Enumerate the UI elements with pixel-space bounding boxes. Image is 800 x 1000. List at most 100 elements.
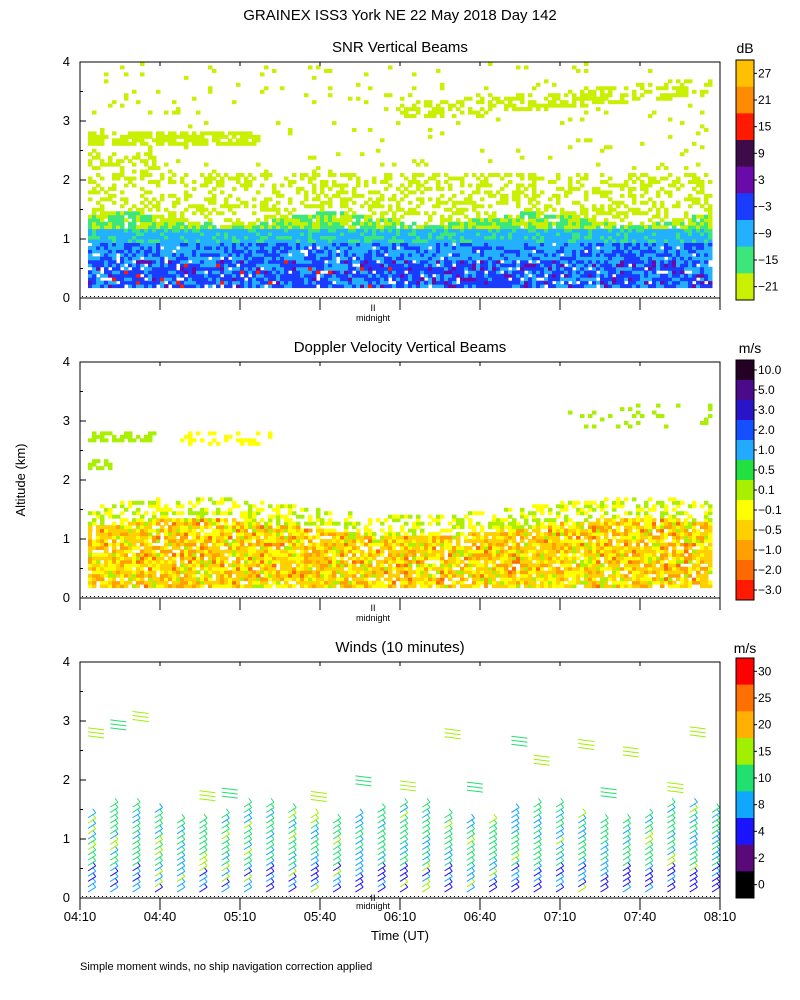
field-cell (652, 280, 657, 285)
field-cell (320, 277, 325, 282)
field-cell (116, 242, 121, 247)
field-cell (600, 173, 605, 178)
field-cell (684, 245, 689, 250)
field-cell (492, 280, 497, 285)
field-cell (472, 252, 477, 257)
field-cell (400, 570, 405, 575)
field-cell (112, 252, 117, 257)
field-cell (400, 256, 405, 261)
field-cell (404, 273, 409, 278)
field-cell (692, 263, 697, 268)
field-cell (108, 221, 113, 226)
field-cell (176, 218, 181, 223)
field-cell (696, 245, 701, 250)
field-cell (176, 228, 181, 233)
field-cell (552, 93, 557, 98)
field-cell (236, 273, 241, 278)
field-cell (584, 138, 589, 143)
field-cell (184, 134, 189, 139)
field-cell (356, 232, 361, 237)
field-cell (556, 96, 561, 101)
field-cell (444, 200, 449, 205)
field-cell (368, 284, 373, 289)
field-cell (508, 214, 513, 219)
field-cell (608, 573, 613, 578)
field-cell (440, 225, 445, 230)
field-cell (532, 270, 537, 275)
field-cell (604, 273, 609, 278)
field-cell (480, 180, 485, 184)
field-cell (476, 580, 481, 585)
field-cell (392, 266, 397, 271)
field-cell (132, 211, 137, 216)
field-cell (436, 577, 441, 582)
field-cell (356, 284, 361, 289)
field-cell (292, 245, 297, 250)
field-cell (640, 277, 645, 282)
field-cell (516, 242, 521, 247)
field-cell (476, 110, 481, 115)
field-cell (360, 570, 365, 575)
field-cell (544, 584, 549, 589)
field-cell (384, 176, 389, 181)
field-cell (548, 225, 553, 230)
field-cell (204, 162, 209, 167)
field-cell (444, 573, 449, 578)
field-cell (208, 259, 213, 264)
field-cell (596, 190, 601, 195)
field-cell (624, 239, 629, 243)
field-cell (388, 570, 393, 575)
field-cell (144, 169, 149, 174)
field-cell (512, 103, 517, 108)
field-cell (664, 263, 669, 268)
field-cell (532, 228, 537, 233)
field-cell (476, 204, 481, 209)
field-cell (664, 580, 669, 585)
field-cell (620, 193, 625, 198)
field-cell (120, 273, 125, 278)
field-cell (260, 280, 265, 285)
field-cell (668, 96, 673, 101)
field-cell (664, 82, 669, 87)
field-cell (540, 259, 545, 264)
field-cell (320, 273, 325, 278)
field-cell (312, 225, 317, 230)
field-cell (520, 256, 525, 261)
field-cell (152, 273, 157, 278)
field-cell (568, 235, 573, 240)
field-cell (304, 277, 309, 282)
field-cell (708, 570, 713, 575)
field-cell (220, 131, 225, 136)
field-cell (480, 228, 485, 233)
field-cell (292, 228, 297, 233)
field-cell (496, 239, 501, 243)
field-cell (88, 270, 93, 275)
field-cell (120, 577, 125, 582)
field-cell (564, 228, 569, 233)
field-cell (168, 134, 173, 139)
field-cell (304, 218, 309, 223)
field-cell (332, 173, 337, 178)
field-cell (384, 225, 389, 230)
field-cell (508, 584, 513, 589)
field-cell (332, 259, 337, 264)
field-cell (160, 214, 165, 219)
field-cell (140, 263, 145, 268)
field-cell (88, 162, 93, 167)
field-cell (516, 65, 521, 70)
field-cell (184, 573, 189, 578)
field-cell (92, 218, 97, 223)
field-cell (352, 225, 357, 230)
snr-panel-title: SNR Vertical Beams (332, 39, 468, 56)
field-cell (416, 239, 421, 243)
field-cell (576, 252, 581, 257)
field-cell (700, 580, 705, 585)
field-cell (668, 277, 673, 282)
field-cell (692, 221, 697, 226)
field-cell (432, 249, 437, 254)
field-cell (596, 96, 601, 101)
field-cell (528, 249, 533, 254)
field-cell (192, 131, 197, 136)
field-cell (476, 218, 481, 223)
field-cell (220, 232, 225, 237)
